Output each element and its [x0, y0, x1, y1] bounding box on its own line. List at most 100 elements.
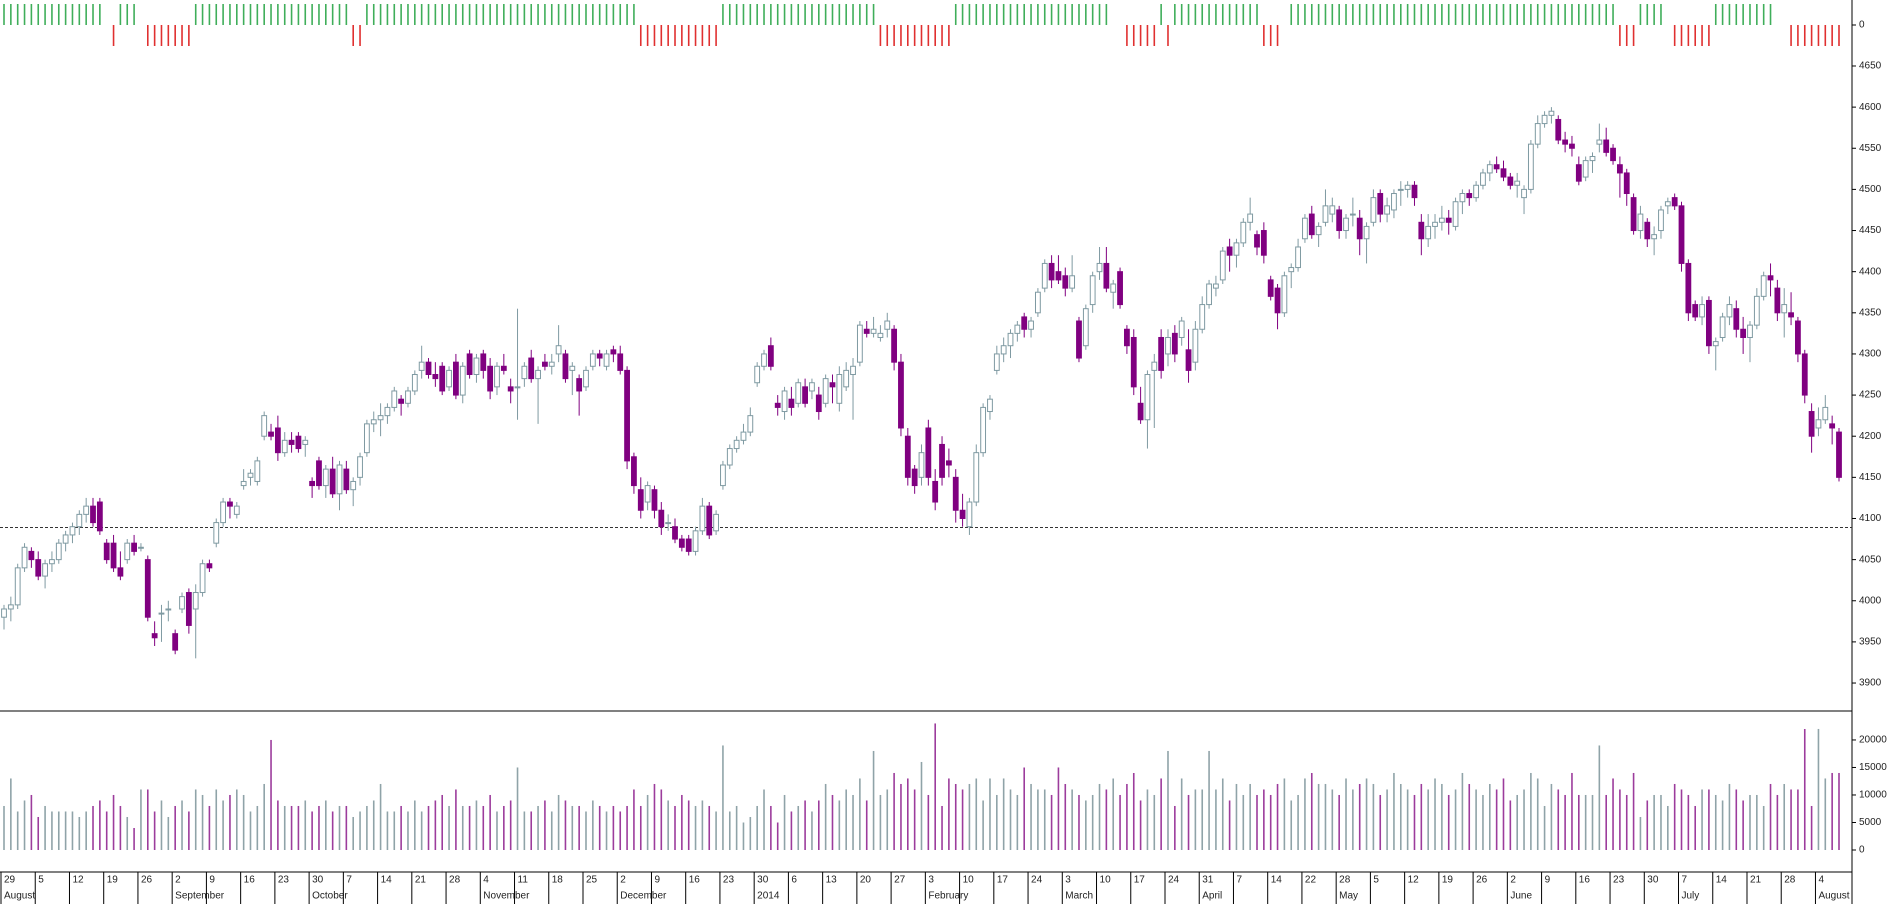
y-tick-label: 0 [1859, 845, 1865, 856]
candle-body [1336, 209, 1343, 232]
candle-body [1569, 143, 1575, 149]
y-tick-label: 15000 [1859, 762, 1887, 773]
x-tick-label: 12 [72, 875, 84, 886]
y-tick-label: 4550 [1859, 143, 1882, 154]
candle-body [562, 353, 569, 380]
candle-body [288, 439, 295, 445]
candle-body [815, 394, 822, 413]
candle-body [1302, 217, 1308, 240]
candle-body [281, 439, 288, 454]
candle-body [55, 542, 62, 561]
candle-body [932, 480, 939, 503]
month-label: April [1202, 891, 1222, 902]
candle-body [1795, 320, 1801, 355]
y-tick-label: 4200 [1859, 431, 1882, 442]
candle-body [1308, 213, 1315, 236]
candle-body [103, 542, 110, 561]
candle-body [1062, 275, 1069, 289]
candle-body [1671, 197, 1678, 207]
x-tick-label: 14 [1271, 875, 1283, 886]
candle-body [1466, 193, 1473, 199]
candle-body [1192, 328, 1199, 363]
candle-body [850, 365, 856, 376]
candle-body [1726, 304, 1733, 318]
month-label: July [1682, 891, 1700, 902]
candle-body [459, 365, 466, 396]
candle-body [494, 365, 500, 388]
candle-body [877, 332, 884, 338]
candle-body [987, 398, 993, 413]
candle-body [144, 559, 151, 618]
candle-body [788, 398, 795, 408]
candle-body [1623, 172, 1630, 195]
candle-body [1575, 164, 1582, 182]
candle-body [76, 513, 83, 528]
candle-body [336, 464, 343, 495]
candle-body [384, 406, 391, 417]
candle-body [1103, 262, 1110, 289]
candle-body [569, 365, 576, 371]
candle-body [7, 604, 14, 610]
candle-body [1110, 283, 1117, 293]
candle-body [1425, 225, 1432, 240]
candle-body [1781, 304, 1788, 314]
candle-body [1562, 139, 1569, 145]
y-tick-label: 4150 [1859, 472, 1882, 483]
candle-body [1836, 431, 1842, 478]
x-tick-label: 10 [963, 875, 975, 886]
candle-body [651, 489, 658, 511]
candle-body [42, 563, 48, 577]
candle-body [809, 382, 815, 392]
candle-body [1096, 262, 1103, 273]
candle-body [185, 592, 192, 626]
candle-body [747, 415, 754, 433]
candle-body [1247, 213, 1254, 223]
month-label: May [1339, 891, 1358, 902]
candle-body [309, 480, 316, 487]
candle-body [1596, 139, 1603, 145]
candle-body [733, 439, 740, 450]
x-tick-label: 16 [689, 875, 701, 886]
candle-body [1069, 275, 1076, 289]
candle-body [781, 390, 788, 413]
x-tick-label: 26 [141, 875, 153, 886]
candle-body [795, 382, 802, 404]
y-tick-label: 0 [1859, 20, 1865, 31]
candle-body [1801, 353, 1808, 396]
candle-body [405, 390, 411, 404]
candle-body [1521, 188, 1527, 199]
candle-body [1651, 234, 1658, 240]
candle-body [35, 559, 42, 577]
candle-body [1219, 250, 1226, 281]
x-tick-label: 21 [1750, 875, 1762, 886]
candle-body [206, 563, 213, 569]
candle-body [1021, 316, 1028, 330]
y-tick-label: 4650 [1859, 61, 1882, 72]
candle-body [363, 423, 370, 454]
candle-body [1404, 184, 1411, 190]
candle-body [1034, 291, 1041, 314]
x-tick-label: 9 [654, 875, 660, 886]
candle-body [1171, 332, 1178, 355]
y-tick-label: 4250 [1859, 390, 1882, 401]
candle-body [261, 415, 268, 437]
y-tick-label: 4000 [1859, 595, 1882, 606]
candle-body [1240, 221, 1247, 244]
candle-body [1041, 262, 1048, 289]
candle-body [1712, 341, 1719, 347]
candle-body [583, 369, 589, 388]
candle-body [1534, 123, 1541, 145]
candle-body [863, 328, 870, 334]
x-tick-label: 31 [1202, 875, 1214, 886]
candle-body [1630, 197, 1637, 232]
x-tick-label: 17 [1134, 875, 1146, 886]
candle-body [1151, 361, 1158, 371]
x-tick-label: 23 [278, 875, 290, 886]
x-tick-label: 9 [1545, 875, 1551, 886]
candle-body [1411, 184, 1418, 199]
candle-body [1397, 188, 1404, 191]
candle-body [357, 456, 363, 478]
x-tick-label: 7 [1236, 875, 1242, 886]
candle-body [1432, 221, 1438, 227]
candle-body [1288, 267, 1295, 273]
